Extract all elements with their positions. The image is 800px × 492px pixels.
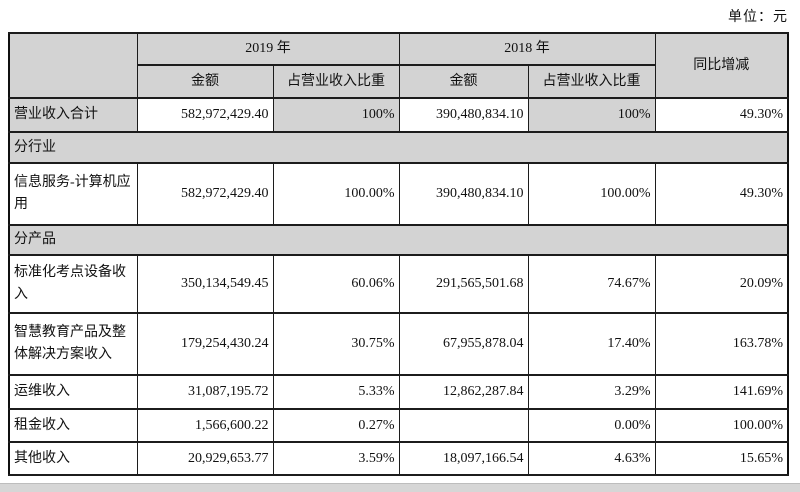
ratio-2019: 100.00%: [272, 162, 400, 226]
amount-2018: 390,480,834.10: [398, 97, 529, 133]
table-row-operations-maintenance: 运维收入 31,087,195.72 5.33% 12,862,287.84 3…: [8, 374, 789, 410]
ratio-2019: 0.27%: [272, 408, 400, 443]
ratio-2018: 100%: [527, 97, 656, 133]
header-cell-empty: [8, 32, 138, 99]
amount-2019: 350,134,549.45: [136, 254, 274, 314]
section-label: 分行业: [8, 131, 789, 164]
header-row-years: 2019 年 2018 年 同比增减: [8, 32, 789, 99]
row-label: 运维收入: [8, 374, 138, 410]
table-row-total-revenue: 营业收入合计 582,972,429.40 100% 390,480,834.1…: [8, 97, 789, 133]
revenue-breakdown-table: 2019 年 2018 年 同比增减 金额 占营业收入比重 金额 占营业收入比重…: [8, 32, 789, 476]
row-label: 营业收入合计: [8, 97, 138, 133]
yoy-change: 49.30%: [654, 97, 789, 133]
row-label: 租金收入: [8, 408, 138, 443]
amount-2018: 67,955,878.04: [398, 312, 529, 376]
table-row-info-service: 信息服务-计算机应用 582,972,429.40 100.00% 390,48…: [8, 162, 789, 226]
table-row-other-income: 其他收入 20,929,653.77 3.59% 18,097,166.54 4…: [8, 441, 789, 476]
ratio-2019: 3.59%: [272, 441, 400, 476]
ratio-2018: 0.00%: [527, 408, 656, 443]
header-cell-2019: 2019 年: [136, 32, 400, 66]
ratio-2018: 100.00%: [527, 162, 656, 226]
ratio-2019: 5.33%: [272, 374, 400, 410]
amount-2019: 31,087,195.72: [136, 374, 274, 410]
header-cell-2018: 2018 年: [398, 32, 656, 66]
header-cell-amount-2019: 金额: [136, 64, 274, 99]
amount-2018: 390,480,834.10: [398, 162, 529, 226]
table-row-standardized-exam-equipment: 标准化考点设备收入 350,134,549.45 60.06% 291,565,…: [8, 254, 789, 314]
amount-2019: 20,929,653.77: [136, 441, 274, 476]
amount-2018: [398, 408, 529, 443]
amount-2018: 12,862,287.84: [398, 374, 529, 410]
table-row-rental-income: 租金收入 1,566,600.22 0.27% 0.00% 100.00%: [8, 408, 789, 443]
row-label: 其他收入: [8, 441, 138, 476]
section-label: 分产品: [8, 224, 789, 256]
yoy-change: 20.09%: [654, 254, 789, 314]
section-row-by-product: 分产品: [8, 224, 789, 256]
amount-2019: 179,254,430.24: [136, 312, 274, 376]
ratio-2018: 74.67%: [527, 254, 656, 314]
yoy-change: 141.69%: [654, 374, 789, 410]
row-label: 信息服务-计算机应用: [8, 162, 138, 226]
ratio-2019: 30.75%: [272, 312, 400, 376]
header-cell-amount-2018: 金额: [398, 64, 529, 99]
row-label: 标准化考点设备收入: [8, 254, 138, 314]
header-cell-ratio-2019: 占营业收入比重: [272, 64, 400, 99]
row-label: 智慧教育产品及整体解决方案收入: [8, 312, 138, 376]
header-cell-yoy: 同比增减: [654, 32, 789, 99]
header-cell-ratio-2018: 占营业收入比重: [527, 64, 656, 99]
ratio-2018: 3.29%: [527, 374, 656, 410]
header-row-subcolumns: 金额 占营业收入比重 金额 占营业收入比重: [9, 64, 788, 99]
unit-label: 单位：元: [728, 10, 788, 25]
ratio-2018: 4.63%: [527, 441, 656, 476]
yoy-change: 163.78%: [654, 312, 789, 376]
yoy-change: 49.30%: [654, 162, 789, 226]
amount-2019: 582,972,429.40: [136, 97, 274, 133]
yoy-change: 100.00%: [654, 408, 789, 443]
yoy-change: 15.65%: [654, 441, 789, 476]
next-row-partial-strip: [0, 483, 800, 492]
ratio-2018: 17.40%: [527, 312, 656, 376]
ratio-2019: 60.06%: [272, 254, 400, 314]
ratio-2019: 100%: [272, 97, 400, 133]
amount-2019: 1,566,600.22: [136, 408, 274, 443]
amount-2018: 291,565,501.68: [398, 254, 529, 314]
section-row-by-industry: 分行业: [8, 131, 789, 164]
amount-2019: 582,972,429.40: [136, 162, 274, 226]
amount-2018: 18,097,166.54: [398, 441, 529, 476]
table-row-smart-education-solutions: 智慧教育产品及整体解决方案收入 179,254,430.24 30.75% 67…: [8, 312, 789, 376]
